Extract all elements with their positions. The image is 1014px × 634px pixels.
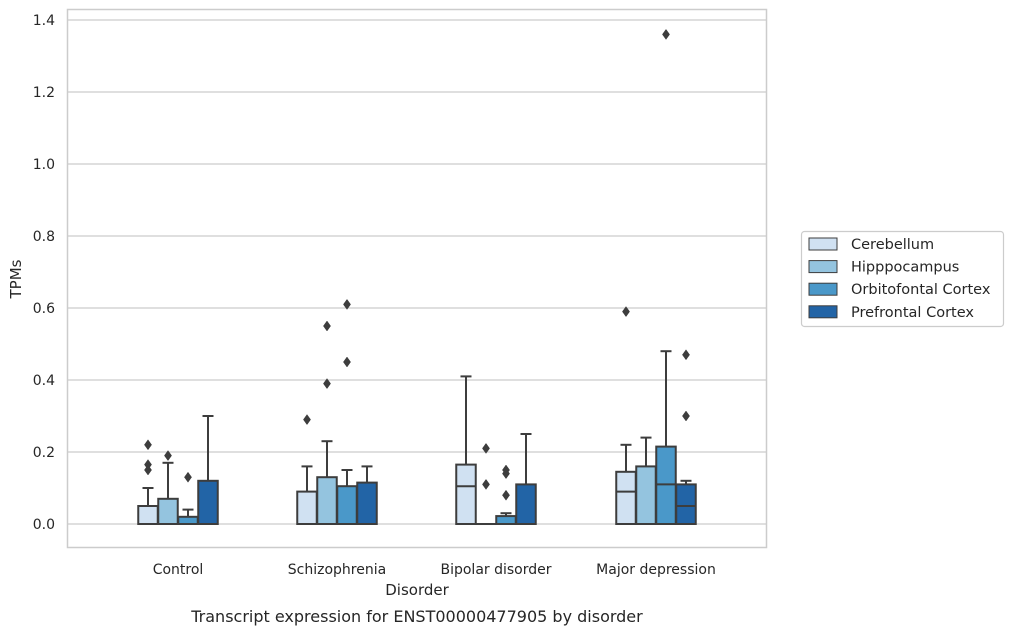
box-iqr (455, 463, 477, 526)
legend-label: Orbitofontal Cortex (851, 282, 991, 298)
outlier-point (662, 28, 670, 40)
outlier-point (502, 468, 510, 480)
legend-frame (800, 230, 1005, 328)
outlier-point (144, 439, 152, 451)
outlier-point (622, 306, 630, 318)
y-tick-label: 1.4 (33, 13, 55, 29)
box-iqr (336, 485, 358, 526)
box-orbitofontal-cortex (336, 298, 358, 526)
box-prefrontal-cortex (515, 433, 537, 525)
box-cerebellum (615, 306, 637, 525)
box-iqr (137, 505, 159, 525)
outlier-point (502, 489, 510, 501)
y-tick-label: 0.6 (33, 301, 55, 317)
box-iqr (615, 470, 637, 525)
outlier-point (482, 442, 490, 454)
box-prefrontal-cortex (675, 349, 697, 525)
x-tick-label: Major depression (596, 562, 716, 578)
y-tick-label: 0.0 (33, 517, 55, 533)
box-orbitofontal-cortex (655, 28, 677, 526)
box-iqr (197, 479, 219, 525)
x-tick-labels: Control Schizophrenia Bipolar disorder Majo… (153, 562, 716, 578)
box-iqr (675, 483, 697, 525)
x-tick-label: Schizophrenia (288, 562, 386, 578)
box-iqr (495, 515, 517, 526)
box-groups (137, 28, 697, 526)
y-tick-label: 0.4 (33, 373, 55, 389)
box-iqr (296, 490, 318, 526)
legend-swatch (808, 282, 838, 296)
outlier-point (303, 414, 311, 426)
box-orbitofontal-cortex (177, 471, 199, 525)
outlier-point (323, 320, 331, 332)
box-iqr (177, 515, 199, 525)
box-prefrontal-cortex (197, 415, 219, 525)
outlier-point (682, 410, 690, 422)
y-tick-label: 1.2 (33, 85, 55, 101)
legend-label: Cerebellum (851, 237, 934, 253)
box-iqr (316, 476, 338, 526)
outlier-point (343, 356, 351, 368)
x-tick-label: Control (153, 562, 204, 578)
box-cerebellum (137, 439, 159, 525)
y-tick-label: 0.2 (33, 445, 55, 461)
plot-frame (66, 8, 768, 549)
box-hipppocampus (635, 436, 657, 525)
legend-swatch (808, 237, 838, 251)
legend-label: Prefrontal Cortex (851, 305, 974, 321)
y-axis-label: TPMs (7, 259, 25, 299)
box-iqr (515, 483, 537, 525)
outlier-point (184, 471, 192, 483)
outlier-point (164, 450, 172, 462)
box-cerebellum (455, 375, 477, 526)
x-tick-label: Bipolar disorder (440, 562, 551, 578)
box-prefrontal-cortex (356, 465, 378, 526)
y-tick-labels: 0.0 0.2 0.4 0.6 0.8 1.0 1.2 1.4 (33, 13, 55, 533)
y-tick-label: 0.8 (33, 229, 55, 245)
outlier-point (482, 478, 490, 490)
box-iqr (157, 497, 179, 525)
box-iqr (356, 481, 378, 526)
outlier-point (323, 378, 331, 390)
y-tick-label: 1.0 (33, 157, 55, 173)
box-hipppocampus (157, 450, 179, 525)
outlier-point (343, 298, 351, 310)
legend: Cerebellum Hipppocampus Orbitofontal Corte… (800, 230, 1005, 328)
outlier-point (144, 464, 152, 476)
legend-swatch (808, 305, 838, 319)
legend-label: Hipppocampus (851, 260, 959, 276)
chart-caption: Transcript expression for ENST0000047790… (190, 607, 643, 626)
box-iqr (635, 465, 657, 525)
legend-swatch (808, 260, 838, 274)
box-cerebellum (296, 414, 318, 526)
x-axis-label: Disorder (385, 581, 449, 599)
outlier-point (682, 349, 690, 361)
